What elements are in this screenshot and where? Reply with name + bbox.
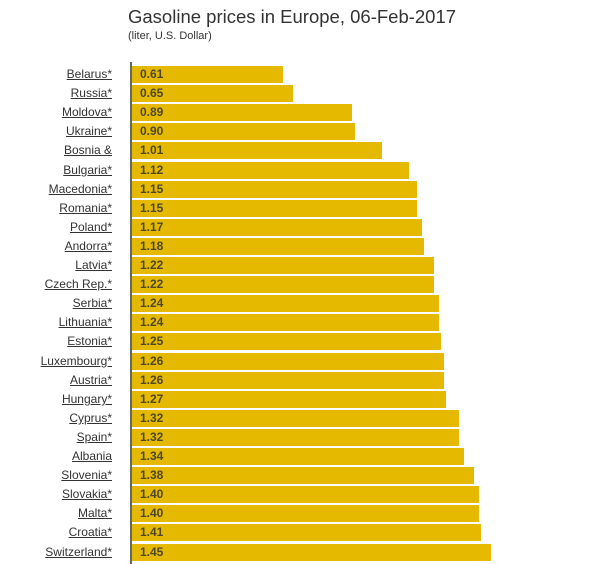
category-label[interactable]: Bulgaria* xyxy=(63,163,112,177)
value-label: 1.26 xyxy=(140,354,164,368)
value-label: 1.12 xyxy=(140,163,164,177)
category-label[interactable]: Luxembourg* xyxy=(40,354,112,368)
bar xyxy=(132,524,481,541)
bar xyxy=(132,353,444,370)
category-label[interactable]: Macedonia* xyxy=(48,182,112,196)
category-label[interactable]: Austria* xyxy=(69,373,112,387)
chart-title: Gasoline prices in Europe, 06-Feb-2017 xyxy=(128,6,457,27)
value-label: 1.40 xyxy=(140,506,164,520)
bar xyxy=(132,257,434,274)
value-label: 1.41 xyxy=(140,525,164,539)
category-label[interactable]: Czech Rep.* xyxy=(44,277,112,291)
bar xyxy=(132,544,491,561)
category-label[interactable]: Spain* xyxy=(76,430,112,444)
category-label[interactable]: Switzerland* xyxy=(45,545,112,559)
bar xyxy=(132,66,283,83)
category-label[interactable]: Bosnia & xyxy=(63,143,112,157)
category-label[interactable]: Latvia* xyxy=(75,258,112,272)
category-label[interactable]: Slovenia* xyxy=(61,468,112,482)
bar xyxy=(132,162,409,179)
bar xyxy=(132,295,439,312)
category-label[interactable]: Hungary* xyxy=(61,392,112,406)
value-label: 1.24 xyxy=(140,315,164,329)
value-label: 1.34 xyxy=(140,449,164,463)
bar xyxy=(132,142,382,159)
chart-subtitle: (liter, U.S. Dollar) xyxy=(128,30,212,42)
bar xyxy=(132,276,434,293)
value-label: 1.40 xyxy=(140,487,164,501)
bar xyxy=(132,429,459,446)
bar xyxy=(132,333,441,350)
value-label: 1.32 xyxy=(140,411,164,425)
bar xyxy=(132,123,355,140)
bar xyxy=(132,219,422,236)
category-label[interactable]: Malta* xyxy=(77,506,112,520)
category-label[interactable]: Ukraine* xyxy=(65,124,112,138)
category-label[interactable]: Moldova* xyxy=(61,105,112,119)
value-label: 0.89 xyxy=(140,105,164,119)
value-label: 1.25 xyxy=(140,334,164,348)
value-label: 1.32 xyxy=(140,430,164,444)
bar xyxy=(132,448,464,465)
category-label[interactable]: Cyprus* xyxy=(69,411,112,425)
bar xyxy=(132,467,474,484)
value-label: 1.15 xyxy=(140,201,164,215)
value-label: 1.24 xyxy=(140,296,164,310)
bar xyxy=(132,85,293,102)
category-label[interactable]: Andorra* xyxy=(64,239,112,253)
value-label: 1.18 xyxy=(140,239,164,253)
value-label: 1.17 xyxy=(140,220,164,234)
category-label[interactable]: Belarus* xyxy=(66,67,112,81)
bar xyxy=(132,372,444,389)
value-label: 1.22 xyxy=(140,277,164,291)
value-label: 1.27 xyxy=(140,392,164,406)
bar xyxy=(132,486,479,503)
bar xyxy=(132,238,424,255)
value-label: 0.65 xyxy=(140,86,164,100)
value-label: 1.15 xyxy=(140,182,164,196)
bar xyxy=(132,104,352,121)
bar xyxy=(132,391,446,408)
category-label[interactable]: Estonia* xyxy=(67,334,112,348)
value-label: 1.45 xyxy=(140,545,164,559)
category-label[interactable]: Albania xyxy=(71,449,112,463)
value-label: 1.22 xyxy=(140,258,164,272)
value-label: 1.01 xyxy=(140,143,164,157)
category-label[interactable]: Slovakia* xyxy=(61,487,112,501)
value-label: 1.38 xyxy=(140,468,164,482)
bar xyxy=(132,200,417,217)
category-label[interactable]: Serbia* xyxy=(72,296,112,310)
y-axis-line xyxy=(130,62,132,564)
value-label: 0.90 xyxy=(140,124,164,138)
bar xyxy=(132,505,479,522)
bar xyxy=(132,410,459,427)
category-label[interactable]: Croatia* xyxy=(68,525,112,539)
category-label[interactable]: Poland* xyxy=(69,220,112,234)
category-label[interactable]: Russia* xyxy=(70,86,112,100)
value-label: 0.61 xyxy=(140,67,164,81)
bar xyxy=(132,314,439,331)
value-label: 1.26 xyxy=(140,373,164,387)
category-label[interactable]: Romania* xyxy=(59,201,112,215)
category-label[interactable]: Lithuania* xyxy=(58,315,112,329)
bar xyxy=(132,181,417,198)
